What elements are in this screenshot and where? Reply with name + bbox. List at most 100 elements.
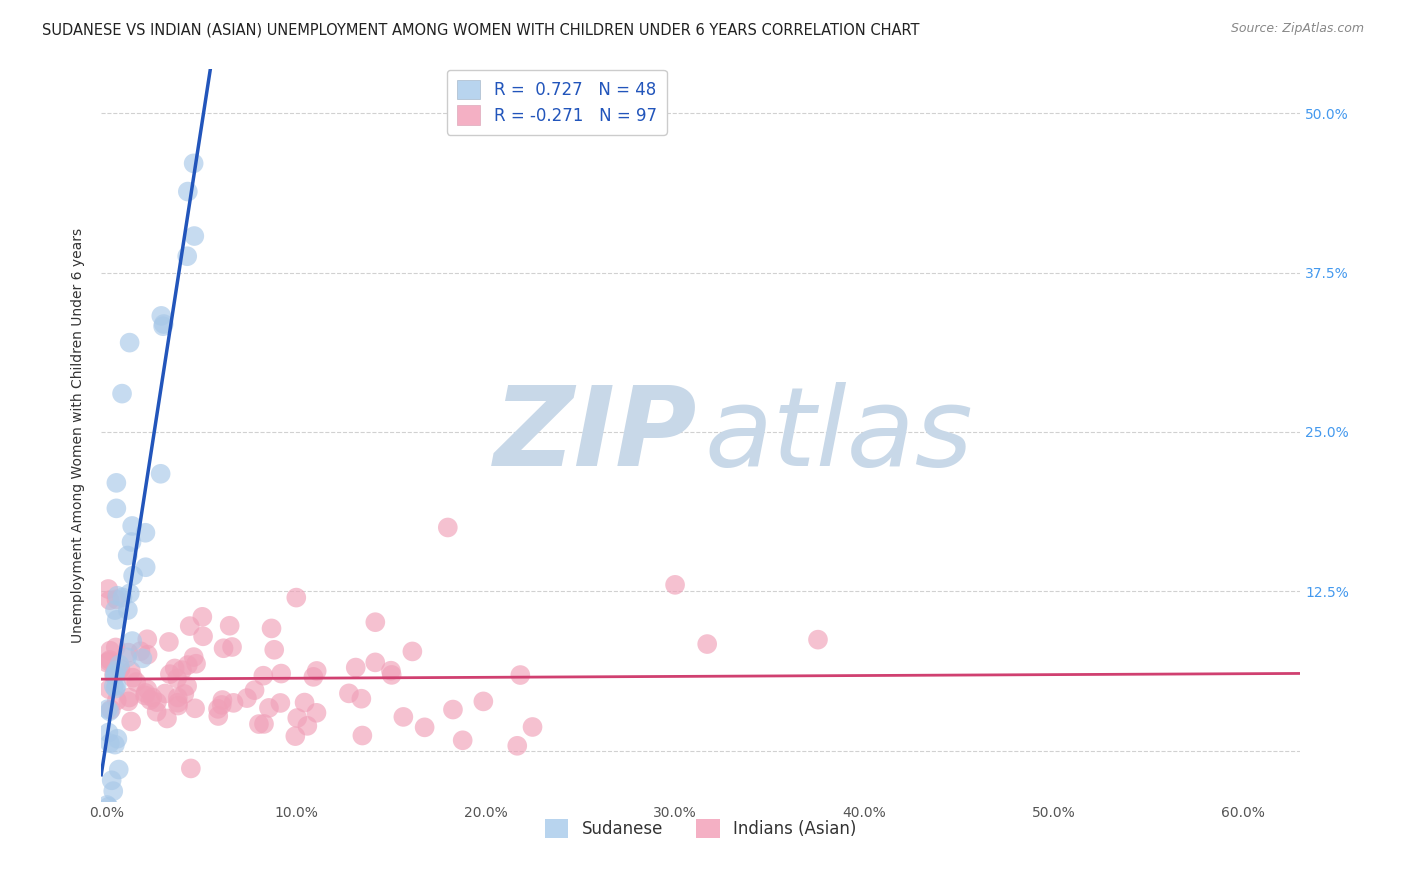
Point [344,660,367,674]
Point [176,249,198,263]
Point [183,156,205,170]
Point [191,610,214,624]
Point [105,592,128,607]
Point [104,667,127,681]
Point [117,694,139,708]
Point [136,632,159,647]
Point [98,643,121,657]
Point [153,686,176,700]
Point [257,701,280,715]
Point [98,820,121,834]
Point [163,661,186,675]
Point [96,797,118,812]
Point [179,619,201,633]
Point [117,646,139,660]
Point [159,667,181,681]
Point [472,694,495,708]
Point [98,736,121,750]
Point [436,520,458,534]
Point [118,690,141,705]
Point [180,761,202,775]
Point [166,672,188,686]
Point [103,784,125,798]
Point [166,690,188,705]
Point [252,669,274,683]
Point [117,603,139,617]
Point [104,668,127,682]
Point [392,710,415,724]
Point [135,560,157,574]
Point [122,568,145,582]
Point [98,653,121,667]
Point [98,704,121,718]
Point [207,702,229,716]
Point [380,664,402,678]
Point [97,702,120,716]
Point [191,629,214,643]
Point [807,632,830,647]
Point [364,656,387,670]
Point [364,615,387,630]
Point [441,702,464,716]
Point [125,675,148,690]
Point [105,613,128,627]
Point [236,691,259,706]
Point [173,687,195,701]
Point [260,621,283,635]
Point [451,733,474,747]
Legend: Sudanese, Indians (Asian): Sudanese, Indians (Asian) [538,812,863,845]
Point [146,695,169,709]
Point [166,696,188,710]
Point [105,693,128,707]
Point [104,603,127,617]
Text: ZIP: ZIP [494,382,697,489]
Point [136,682,159,697]
Point [117,549,139,563]
Point [294,696,316,710]
Point [305,664,328,678]
Point [104,681,127,696]
Point [97,654,120,668]
Point [100,773,122,788]
Point [696,637,718,651]
Point [207,709,229,723]
Point [222,696,245,710]
Point [211,698,233,712]
Point [413,720,436,734]
Text: Source: ZipAtlas.com: Source: ZipAtlas.com [1230,22,1364,36]
Point [107,763,129,777]
Point [120,714,142,729]
Point [269,696,291,710]
Point [506,739,529,753]
Point [297,719,319,733]
Point [253,717,276,731]
Point [352,729,374,743]
Point [118,335,141,350]
Point [167,698,190,713]
Point [104,738,127,752]
Point [522,720,544,734]
Point [145,705,167,719]
Point [121,634,143,648]
Point [139,693,162,707]
Point [97,725,120,739]
Point [97,799,120,814]
Point [184,657,207,671]
Point [134,525,156,540]
Point [141,690,163,705]
Point [212,641,235,656]
Point [98,593,121,607]
Point [136,648,159,662]
Point [100,702,122,716]
Point [120,664,142,678]
Point [184,701,207,715]
Point [152,317,174,331]
Point [129,644,152,658]
Point [96,656,118,670]
Point [97,582,120,596]
Point [211,693,233,707]
Point [170,663,193,677]
Text: SUDANESE VS INDIAN (ASIAN) UNEMPLOYMENT AMONG WOMEN WITH CHILDREN UNDER 6 YEARS : SUDANESE VS INDIAN (ASIAN) UNEMPLOYMENT … [42,22,920,37]
Point [134,686,156,700]
Point [381,668,404,682]
